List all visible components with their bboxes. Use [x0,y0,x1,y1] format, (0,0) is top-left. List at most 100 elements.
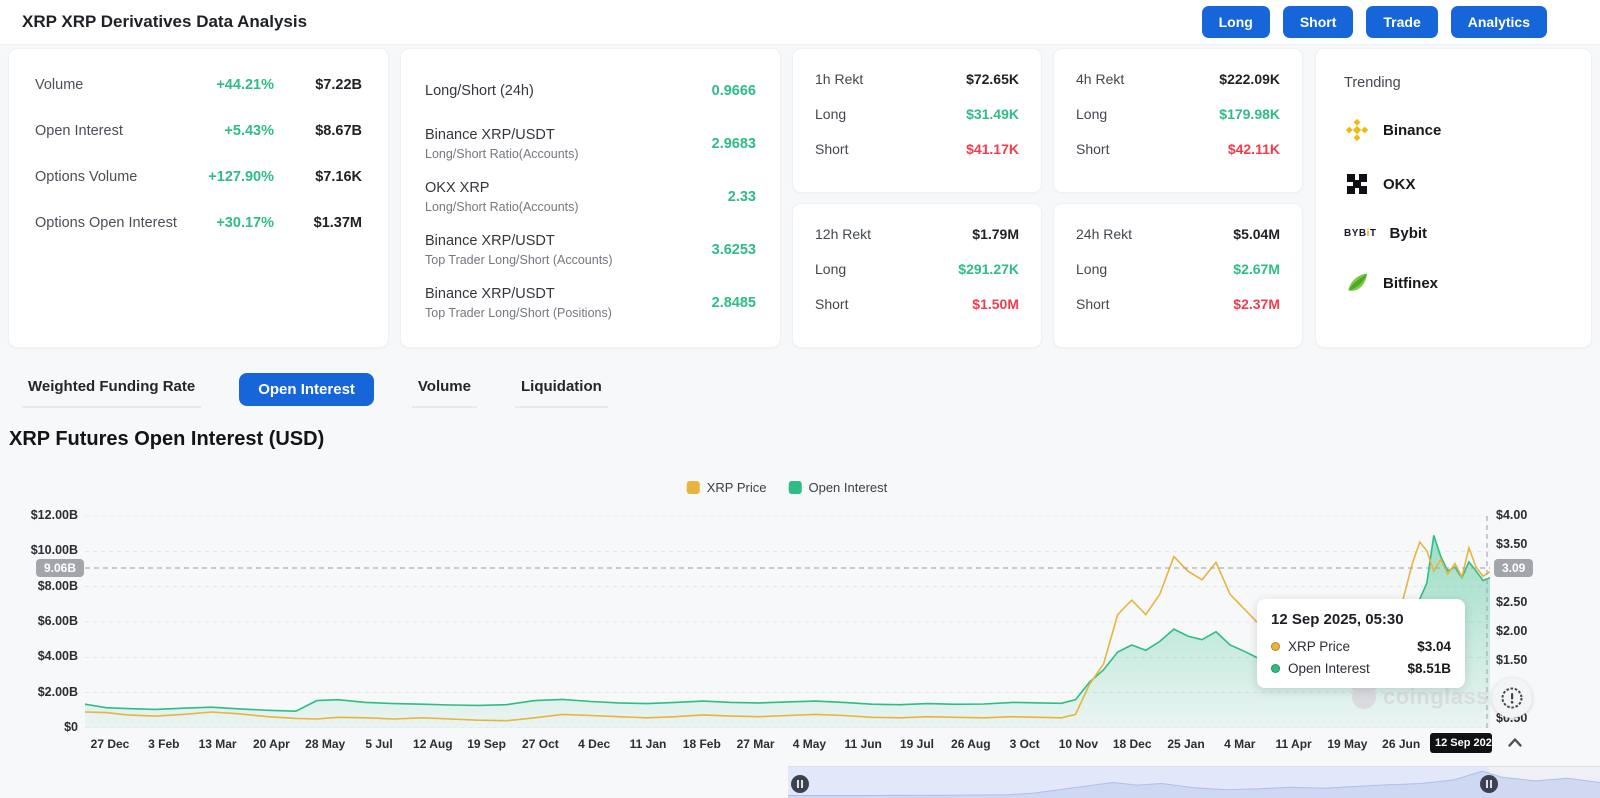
x-axis-tick: 4 Dec [578,737,611,751]
feedback-button[interactable] [1492,678,1532,718]
tab-liquidation[interactable]: Liquidation [514,370,608,408]
rekt-label: Short [1076,296,1110,312]
rekt-value: $72.65K [966,71,1019,87]
right-axis-tick: $2.00 [1496,624,1528,638]
ratio-value: 2.9683 [711,136,756,152]
short-button[interactable]: Short [1282,6,1354,38]
navigator-left-handle[interactable] [791,775,809,793]
ratio-value: 2.33 [727,189,756,205]
long-button[interactable]: Long [1201,6,1270,38]
rekt-label: 4h Rekt [1076,71,1125,87]
right-axis-tick: $2.50 [1496,595,1528,609]
ratio-label: Long/Short (24h) [425,83,534,99]
xrp-price-swatch-icon [686,481,700,494]
tab-weighted-funding-rate[interactable]: Weighted Funding Rate [22,370,202,408]
4h-rekt-card: 4h Rekt $222.09K Long $179.98K Short $42.11K [1053,48,1303,193]
legend-item-xrp-price[interactable]: XRP Price [686,480,766,495]
trending-item-okx[interactable]: OKX [1344,171,1563,197]
x-axis-tick: 3 Oct [1009,737,1040,751]
long-short-ratios-card: Long/Short (24h) 0.9666 Binance XRP/USDT Lo… [400,48,781,348]
stat-value: $8.67B [315,123,362,139]
tooltip-price-label: XRP Price [1288,639,1351,654]
legend-item-open-interest[interactable]: Open Interest [788,480,887,495]
x-axis-tick: 18 Dec [1112,737,1152,751]
stat-value: $7.22B [315,77,362,93]
rekt-value: $179.98K [1219,106,1280,122]
tab-volume[interactable]: Volume [411,370,477,408]
header-button-group: Long Short Trade Analytics [1201,6,1547,38]
rekt-row-long: Long $179.98K [1076,106,1280,122]
left-axis-tick: $6.00B [37,613,78,628]
ratio-labels: Binance XRP/USDT Top Trader Long/Short (A… [425,233,712,267]
open-interest-chart[interactable]: XRP Price Open Interest $12.00B $10.00B $8.… [0,470,1600,766]
ratio-sublabel: Top Trader Long/Short (Accounts) [425,253,613,267]
x-axis-tick: 20 Apr [252,737,290,751]
x-axis-tick: 18 Feb [682,737,721,751]
chart-legend: XRP Price Open Interest [686,480,887,495]
binance-icon [1344,117,1370,143]
chevron-up-icon[interactable] [1505,733,1525,753]
navigator-right-handle[interactable] [1480,775,1498,793]
x-axis-tick: 28 May [305,737,346,751]
chart-tabs: Weighted Funding Rate Open Interest Volume… [22,370,608,408]
trending-item-binance[interactable]: Binance [1344,117,1563,143]
stat-value: $7.16K [315,169,362,185]
x-axis-tick: 3 Feb [148,737,180,751]
stat-row-open-interest: Open Interest +5.43% $8.67B [35,123,362,139]
rekt-value: $41.17K [966,141,1019,157]
stat-row-options-volume: Options Volume +127.90% $7.16K [35,169,362,185]
rekt-value: $1.79M [972,226,1019,242]
chart-navigator[interactable] [788,766,1600,798]
x-axis-tick: 27 Dec [90,737,130,751]
tooltip-row-oi: Open Interest $8.51B [1271,661,1451,676]
trending-item-bitfinex[interactable]: Bitfinex [1344,270,1563,296]
stat-row-volume: Volume +44.21% $7.22B [35,77,362,93]
x-axis-tick: 19 May [1327,737,1368,751]
x-axis-tick: 11 Apr [1275,737,1312,751]
rekt-row-12h-rekt: 12h Rekt $1.79M [815,226,1019,242]
x-axis-tick: 19 Sep [467,737,506,751]
bybit-icon: BYBiT [1344,228,1377,239]
rekt-row-short: Short $42.11K [1076,141,1280,157]
analytics-button[interactable]: Analytics [1450,6,1547,38]
ratio-row-okx-xrp-long-short-ratio-accounts: OKX XRP Long/Short Ratio(Accounts) 2.33 [425,177,756,217]
stat-change-percent: +44.21% [216,77,274,93]
bybit-accent-letter: i [1366,228,1370,239]
x-axis-tick: 4 May [792,737,827,751]
rekt-value: $291.27K [958,261,1019,277]
trending-card: Trending Binance OKX BYBiT Bybit Bitfinex [1315,48,1592,348]
stat-label: Options Volume [35,169,138,185]
left-axis-tick: $4.00B [37,649,78,664]
ratio-value: 0.9666 [711,83,756,99]
watermark-text: coinglass [1383,684,1489,709]
navigator-line [788,770,1600,796]
trade-button[interactable]: Trade [1366,6,1438,38]
left-axis-tick: $10.00B [30,543,78,558]
price-series-dot-icon [1271,642,1280,651]
rekt-value: $5.04M [1233,226,1280,242]
tab-open-interest[interactable]: Open Interest [239,372,374,406]
crosshair-left-value-badge: 9.06B [36,559,85,577]
ratio-sublabel: Long/Short Ratio(Accounts) [425,147,579,161]
trending-item-bybit[interactable]: BYBiT Bybit [1344,225,1563,242]
ratio-sublabel: Top Trader Long/Short (Positions) [425,306,612,320]
exchange-name: OKX [1383,175,1416,193]
coinglass-logo-icon [1351,682,1377,709]
rekt-value: $1.50M [972,296,1019,312]
ratio-label: Binance XRP/USDT [425,233,555,249]
seal-exclamation-icon [1501,687,1523,709]
ratio-label: Binance XRP/USDT [425,127,555,143]
ratio-sublabel: Long/Short Ratio(Accounts) [425,200,579,214]
tooltip-date: 12 Sep 2025, 05:30 [1271,611,1404,628]
rekt-row-long: Long $31.49K [815,106,1019,122]
left-axis-tick: $12.00B [30,508,78,522]
rekt-column-right: 4h Rekt $222.09K Long $179.98K Short $42.11K 2… [1053,48,1303,358]
x-axis-tick: 11 Jun [844,737,882,751]
rekt-row-24h-rekt: 24h Rekt $5.04M [1076,226,1280,242]
rekt-label: Long [1076,106,1108,122]
ratio-row-binance-xrp-usdt-top-trader-long-short-accounts: Binance XRP/USDT Top Trader Long/Short (A… [425,230,756,270]
24h-rekt-card: 24h Rekt $5.04M Long $2.67M Short $2.37M [1053,203,1303,348]
ratio-label: OKX XRP [425,180,490,196]
right-axis-tick: $1.50 [1496,653,1528,667]
